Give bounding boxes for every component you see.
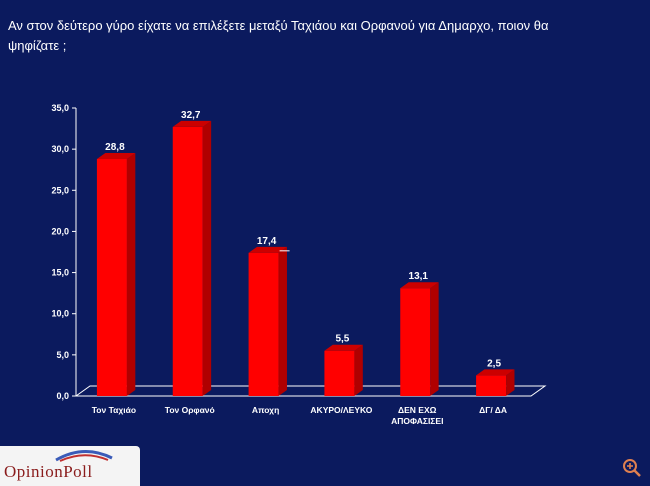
- y-tick-label: 30,0: [51, 144, 69, 154]
- y-tick-label: 10,0: [51, 309, 69, 319]
- bar-side: [278, 246, 287, 396]
- bar-front: [476, 375, 507, 396]
- category-label: ΔΕΝ ΕΧΩ: [398, 405, 437, 415]
- bar-value-label: 13,1: [409, 271, 429, 282]
- bar-front: [172, 126, 203, 396]
- bar-top: [172, 120, 212, 127]
- bar-front: [400, 288, 431, 396]
- x-axis-floor: [74, 385, 547, 397]
- category-label: ΑΚΥΡΟ/ΛΕΥΚΟ: [310, 405, 372, 415]
- y-tick-label: 15,0: [51, 268, 69, 278]
- bar-top: [324, 344, 363, 351]
- bar-value-label: 28,8: [105, 142, 125, 153]
- bar-side: [202, 120, 212, 396]
- logo-text: OpinionPoll: [4, 462, 93, 481]
- bar-value-label: 5,5: [335, 334, 349, 345]
- bar-value-label: 32,7: [181, 110, 201, 121]
- y-tick-label: 35,0: [51, 103, 69, 113]
- bar-value-label: 17,4: [257, 236, 277, 247]
- opinionpoll-logo: OpinionPoll: [0, 446, 140, 486]
- bar-front: [324, 350, 355, 396]
- y-tick-label: 20,0: [51, 226, 69, 236]
- bar-top: [400, 282, 439, 289]
- category-label: ΔΓ/ ΔΑ: [479, 405, 507, 415]
- y-tick-label: 0,0: [56, 391, 69, 401]
- y-tick-label: 25,0: [51, 185, 69, 195]
- zoom-in-icon[interactable]: [622, 458, 642, 478]
- bar-side: [354, 344, 363, 396]
- bar-top: [96, 153, 136, 160]
- chart-bars: [96, 120, 515, 396]
- category-label: Τον Ορφανό: [165, 405, 215, 415]
- bar-side: [430, 282, 439, 396]
- bar-front: [96, 159, 127, 396]
- bar-front: [248, 252, 279, 396]
- chart-axes: 0,0 5,0 10,0 15,0 20,0 25,0 30,0 35,0: [51, 103, 547, 401]
- bar-top: [476, 369, 515, 376]
- category-label: Αποχη: [252, 405, 279, 415]
- logo-swoosh-icon: [55, 450, 113, 462]
- category-label: Τον Ταχιάο: [92, 405, 136, 415]
- chart-labels: 28,8 Τον Ταχιάο 32,7 Τον Ορφανό 17,4 Αποχη 5,5…: [92, 110, 507, 426]
- bar-side: [506, 369, 515, 396]
- bar-side: [126, 153, 136, 396]
- category-label-line2: ΑΠΟΦΑΣΙΣΕΙ: [391, 416, 443, 426]
- chart-title: Αν στον δεύτερο γύρο είχατε να επιλέξετε…: [8, 18, 549, 53]
- bar-top: [248, 246, 287, 253]
- bar-value-label: 2,5: [487, 358, 501, 369]
- y-tick-label: 5,0: [56, 350, 69, 360]
